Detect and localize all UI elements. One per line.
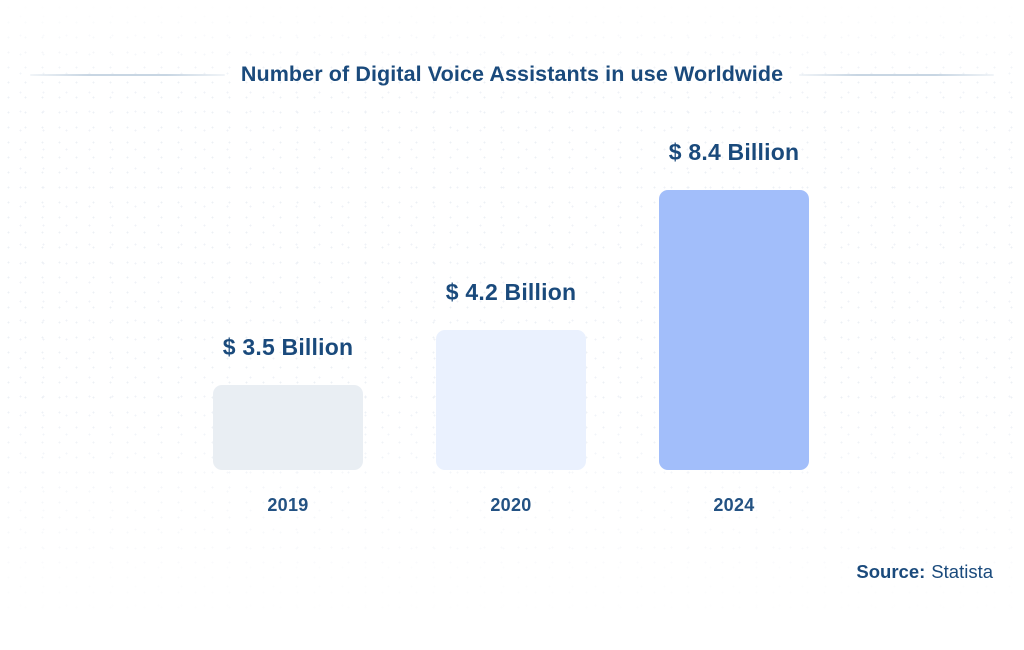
bar-value-label-2020: $ 4.2 Billion xyxy=(445,279,577,305)
bar-2020 xyxy=(436,330,586,470)
chart-header: Number of Digital Voice Assistants in us… xyxy=(0,62,1024,87)
title-divider-right xyxy=(799,73,995,76)
bar-2024 xyxy=(659,190,809,470)
source-label: Source: xyxy=(856,561,926,582)
chart-title: Number of Digital Voice Assistants in us… xyxy=(240,62,784,86)
bar-group-2019: $ 3.5 Billion 2019 xyxy=(213,334,363,515)
source-value: Statista xyxy=(931,561,993,582)
axis-label-2024: 2024 xyxy=(713,495,755,515)
source-attribution: Source: Statista xyxy=(856,561,993,583)
axis-label-2020: 2020 xyxy=(490,495,532,515)
bar-2019 xyxy=(213,385,363,470)
bar-group-2020: $ 4.2 Billion 2020 xyxy=(436,279,586,515)
bar-value-label-2024: $ 8.4 Billion xyxy=(668,139,800,165)
bar-chart: $ 3.5 Billion 2019 $ 4.2 Billion 2020 $ … xyxy=(213,139,809,515)
axis-label-2019: 2019 xyxy=(267,495,309,515)
bar-group-2024: $ 8.4 Billion 2024 xyxy=(659,139,809,515)
bar-value-label-2019: $ 3.5 Billion xyxy=(222,334,354,360)
title-divider-left xyxy=(30,73,225,76)
